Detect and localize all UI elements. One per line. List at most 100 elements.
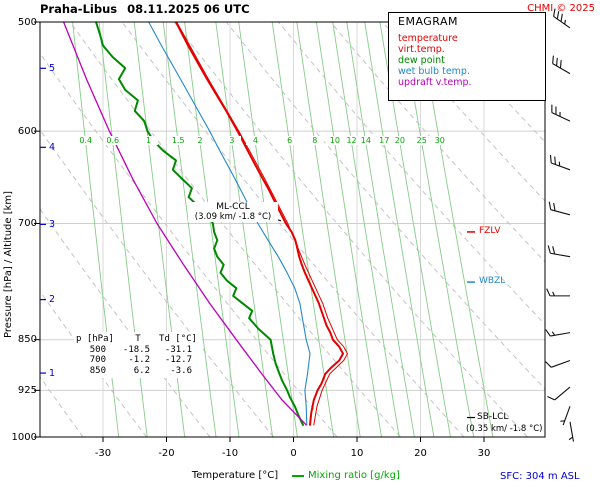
dry-adiabat-line — [225, 22, 545, 390]
axis-ticks-group — [34, 21, 485, 442]
table-cell: -31.1 — [164, 344, 192, 355]
barb-staff — [562, 406, 571, 426]
series-dew-point — [95, 22, 304, 426]
legend-item-temperature: temperature — [398, 33, 458, 44]
mixing-ratio-lines-group — [72, 22, 494, 437]
dry-adiabat-line — [382, 22, 545, 202]
altitude-tick-label: 4 — [49, 141, 56, 153]
wind-barb — [547, 386, 571, 401]
axis-separator: / — [3, 256, 14, 267]
temp-tick-label: 10 — [350, 448, 364, 459]
barb-staff — [550, 209, 571, 216]
temp-tick-label: 30 — [477, 448, 491, 459]
temp-tick-label: -20 — [158, 448, 175, 459]
barb-full — [559, 60, 562, 69]
series-updraft — [62, 22, 307, 426]
barb-full — [556, 57, 558, 66]
y-axis-label: Pressure [hPa] / Altitude [km] — [3, 191, 14, 338]
table-cell: -1.2 — [128, 355, 150, 365]
wind-barb — [548, 201, 571, 216]
temp-tick-label: 20 — [414, 448, 427, 459]
table-cell: -3.6 — [170, 365, 192, 376]
wind-barb — [549, 154, 571, 171]
barb-full — [546, 288, 551, 297]
barb-half — [568, 436, 574, 441]
legend-item-updraft: updraft v.temp. — [398, 77, 472, 88]
pressure-tick-label: 700 — [17, 217, 37, 229]
mixing-ratio-value-label: 20 — [390, 136, 409, 145]
mixing-ratio-line — [98, 22, 148, 437]
mixing-ratio-value-label: 1 — [139, 136, 158, 145]
barb-full — [545, 361, 552, 368]
dry-adiabat-line — [40, 376, 84, 437]
barb-staff — [550, 332, 571, 337]
mixing-ratio-line — [364, 22, 435, 437]
mixing-ratio-value-label: 12 — [342, 136, 361, 145]
mixing-ratio-line — [296, 22, 361, 437]
mixing-ratio-value-label: 30 — [430, 136, 449, 145]
pressure-tick-label: 500 — [17, 16, 37, 28]
mixing-ratio-line — [400, 22, 475, 437]
mixing-ratio-value-label: 2 — [191, 136, 210, 145]
mixing-ratio-line — [346, 22, 415, 437]
dry-adiabat-line — [278, 22, 545, 326]
wind-barb — [560, 406, 571, 426]
dry-adiabat-line — [121, 22, 465, 437]
barb-staff — [551, 162, 571, 171]
annotation-sb-lcl: SB-LCL — [477, 412, 509, 423]
table-header-cell: Td [°C] — [159, 334, 197, 344]
barb-full — [553, 202, 556, 211]
barb-full — [548, 201, 552, 210]
mixing-ratio-value-label: 0.4 — [76, 136, 95, 145]
plot-border — [39, 21, 546, 438]
wind-barb — [553, 8, 571, 29]
barb-half — [552, 291, 555, 297]
annotation-fzlv: FZLV — [479, 225, 501, 236]
dry-adiabat-line — [173, 22, 528, 437]
mixing-ratio-value-label: 14 — [356, 136, 375, 145]
barb-staff — [553, 16, 571, 29]
barb-half — [551, 331, 556, 336]
copyright: CHMI © 2025 — [527, 3, 595, 14]
barb-staff — [552, 63, 571, 75]
mixing-ratio-value-label: 10 — [325, 136, 344, 145]
table-cell: 500 — [89, 344, 106, 355]
sounding-curves-group — [62, 22, 348, 426]
barb-full — [547, 245, 551, 254]
series-temperature — [175, 22, 344, 426]
barb-staff — [551, 112, 571, 122]
annotation-marks-group — [258, 213, 475, 419]
barb-full — [552, 246, 556, 255]
mixing-ratio-value-label: 1.5 — [169, 136, 188, 145]
mixing-ratio-line — [379, 22, 451, 437]
mixing-ratio-value-label: 4 — [246, 136, 265, 145]
wind-barb — [545, 359, 571, 368]
barb-full — [552, 55, 554, 64]
table-header-cell: T — [135, 334, 141, 344]
dry-adiabat-line — [40, 290, 147, 437]
legend-box: EMAGRAM temperature virt.temp. dew point we… — [388, 12, 546, 101]
table-cell: -12.7 — [164, 355, 192, 365]
barb-staff — [551, 359, 571, 368]
mixing-ratio-line-icon — [292, 474, 304, 477]
wind-barbs-group — [545, 8, 575, 442]
mixing-ratio-line — [271, 22, 335, 437]
legend-title: EMAGRAM — [398, 15, 459, 28]
mixing-ratio-value-label: 6 — [280, 136, 299, 145]
mixing-ratio-value-label: 17 — [375, 136, 394, 145]
mixing-ratio-line — [315, 22, 382, 437]
barb-half — [564, 19, 566, 25]
header: Praha-Libus 08.11.2025 06 UTC — [40, 2, 250, 16]
temp-tick-label: -10 — [221, 448, 239, 459]
ml-ccl-detail: (3.09 km/ -1.8 °C) — [194, 211, 272, 222]
barb-full — [545, 329, 551, 337]
wind-barb — [545, 329, 571, 337]
pressure-axis-label: Pressure [hPa] — [3, 266, 14, 338]
mixing-ratio-line — [215, 22, 274, 437]
sounding-table: p [hPa] T Td [°C] 500 -18.5 -31.1 700 -1.2 -12.7… — [74, 332, 202, 378]
barb-full — [560, 13, 563, 22]
altitude-tick-label: 3 — [49, 218, 56, 230]
barb-staff — [569, 421, 575, 442]
dry-adiabat-line — [40, 129, 274, 437]
